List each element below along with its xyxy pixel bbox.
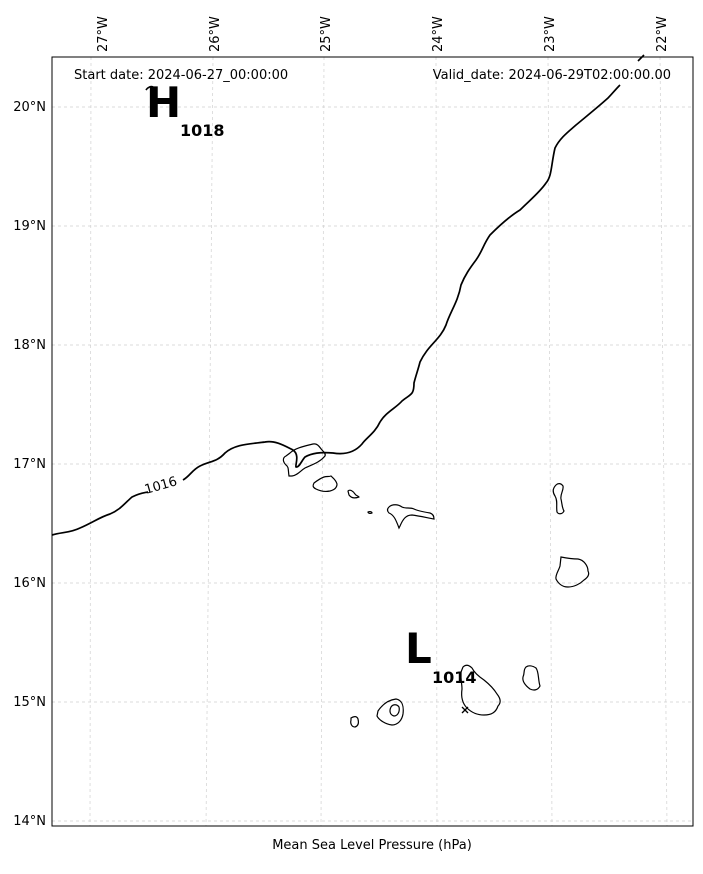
- lat-label-16n: 16°N: [13, 576, 46, 591]
- high-pressure-center: H 1018: [146, 78, 225, 140]
- coastlines: [282, 443, 590, 728]
- lon-label-25w: 25°W: [319, 16, 334, 52]
- isobar-1016: [51, 84, 621, 536]
- low-pressure-center: L 1014: [405, 624, 477, 687]
- island-sao-vicente: [312, 475, 338, 492]
- lat-label-19n: 19°N: [13, 219, 46, 234]
- isobar-label-1016: 1016: [143, 474, 179, 498]
- lon-label-22w: 22°W: [655, 16, 670, 52]
- lon-label-24w: 24°W: [431, 16, 446, 52]
- fogo-caldera: [389, 704, 400, 717]
- meridian-24w: [435, 56, 438, 827]
- meridian-27w: [89, 56, 92, 827]
- island-raso: [367, 510, 373, 515]
- high-pressure-value: 1018: [180, 121, 225, 140]
- map-frame: [51, 56, 694, 827]
- island-maio: [522, 665, 541, 691]
- high-pressure-letter: H: [146, 78, 181, 127]
- meridian-25w: [320, 56, 325, 827]
- meridian-26w: [205, 56, 214, 827]
- longitude-labels: 27°W 26°W 25°W 24°W 23°W 22°W: [96, 16, 670, 52]
- lat-label-15n: 15°N: [13, 695, 46, 710]
- lat-label-17n: 17°N: [13, 457, 46, 472]
- x-axis-label: Mean Sea Level Pressure (hPa): [272, 838, 472, 853]
- start-date-text: Start date: 2024-06-27_00:00:00: [74, 68, 288, 83]
- island-santiago: [460, 664, 501, 716]
- lon-label-23w: 23°W: [543, 16, 558, 52]
- island-santo-antao: [282, 443, 326, 477]
- island-fogo: [376, 698, 404, 726]
- lon-label-26w: 26°W: [208, 16, 223, 52]
- isobar-1016-edge: [637, 54, 645, 62]
- valid-date-text: Valid_date: 2024-06-29T02:00:00.00: [433, 68, 671, 83]
- lat-label-20n: 20°N: [13, 100, 46, 115]
- lat-label-14n: 14°N: [13, 814, 46, 829]
- island-sao-nicolau: [386, 504, 435, 530]
- isobar-fragment-high: [145, 85, 154, 91]
- graticule: [52, 56, 693, 827]
- meridian-23w: [547, 56, 553, 827]
- island-santa-luzia: [347, 489, 360, 499]
- low-pressure-value: 1014: [432, 668, 477, 687]
- cross-marker-icon: [461, 706, 469, 714]
- low-pressure-letter: L: [405, 624, 432, 673]
- lat-label-18n: 18°N: [13, 338, 46, 353]
- latitude-labels: 20°N 19°N 18°N 17°N 16°N 15°N 14°N: [13, 100, 46, 829]
- island-sal: [552, 483, 565, 515]
- island-brava: [350, 716, 359, 728]
- lon-label-27w: 27°W: [96, 16, 111, 52]
- island-boa-vista: [555, 556, 590, 588]
- meridian-22w: [659, 56, 668, 827]
